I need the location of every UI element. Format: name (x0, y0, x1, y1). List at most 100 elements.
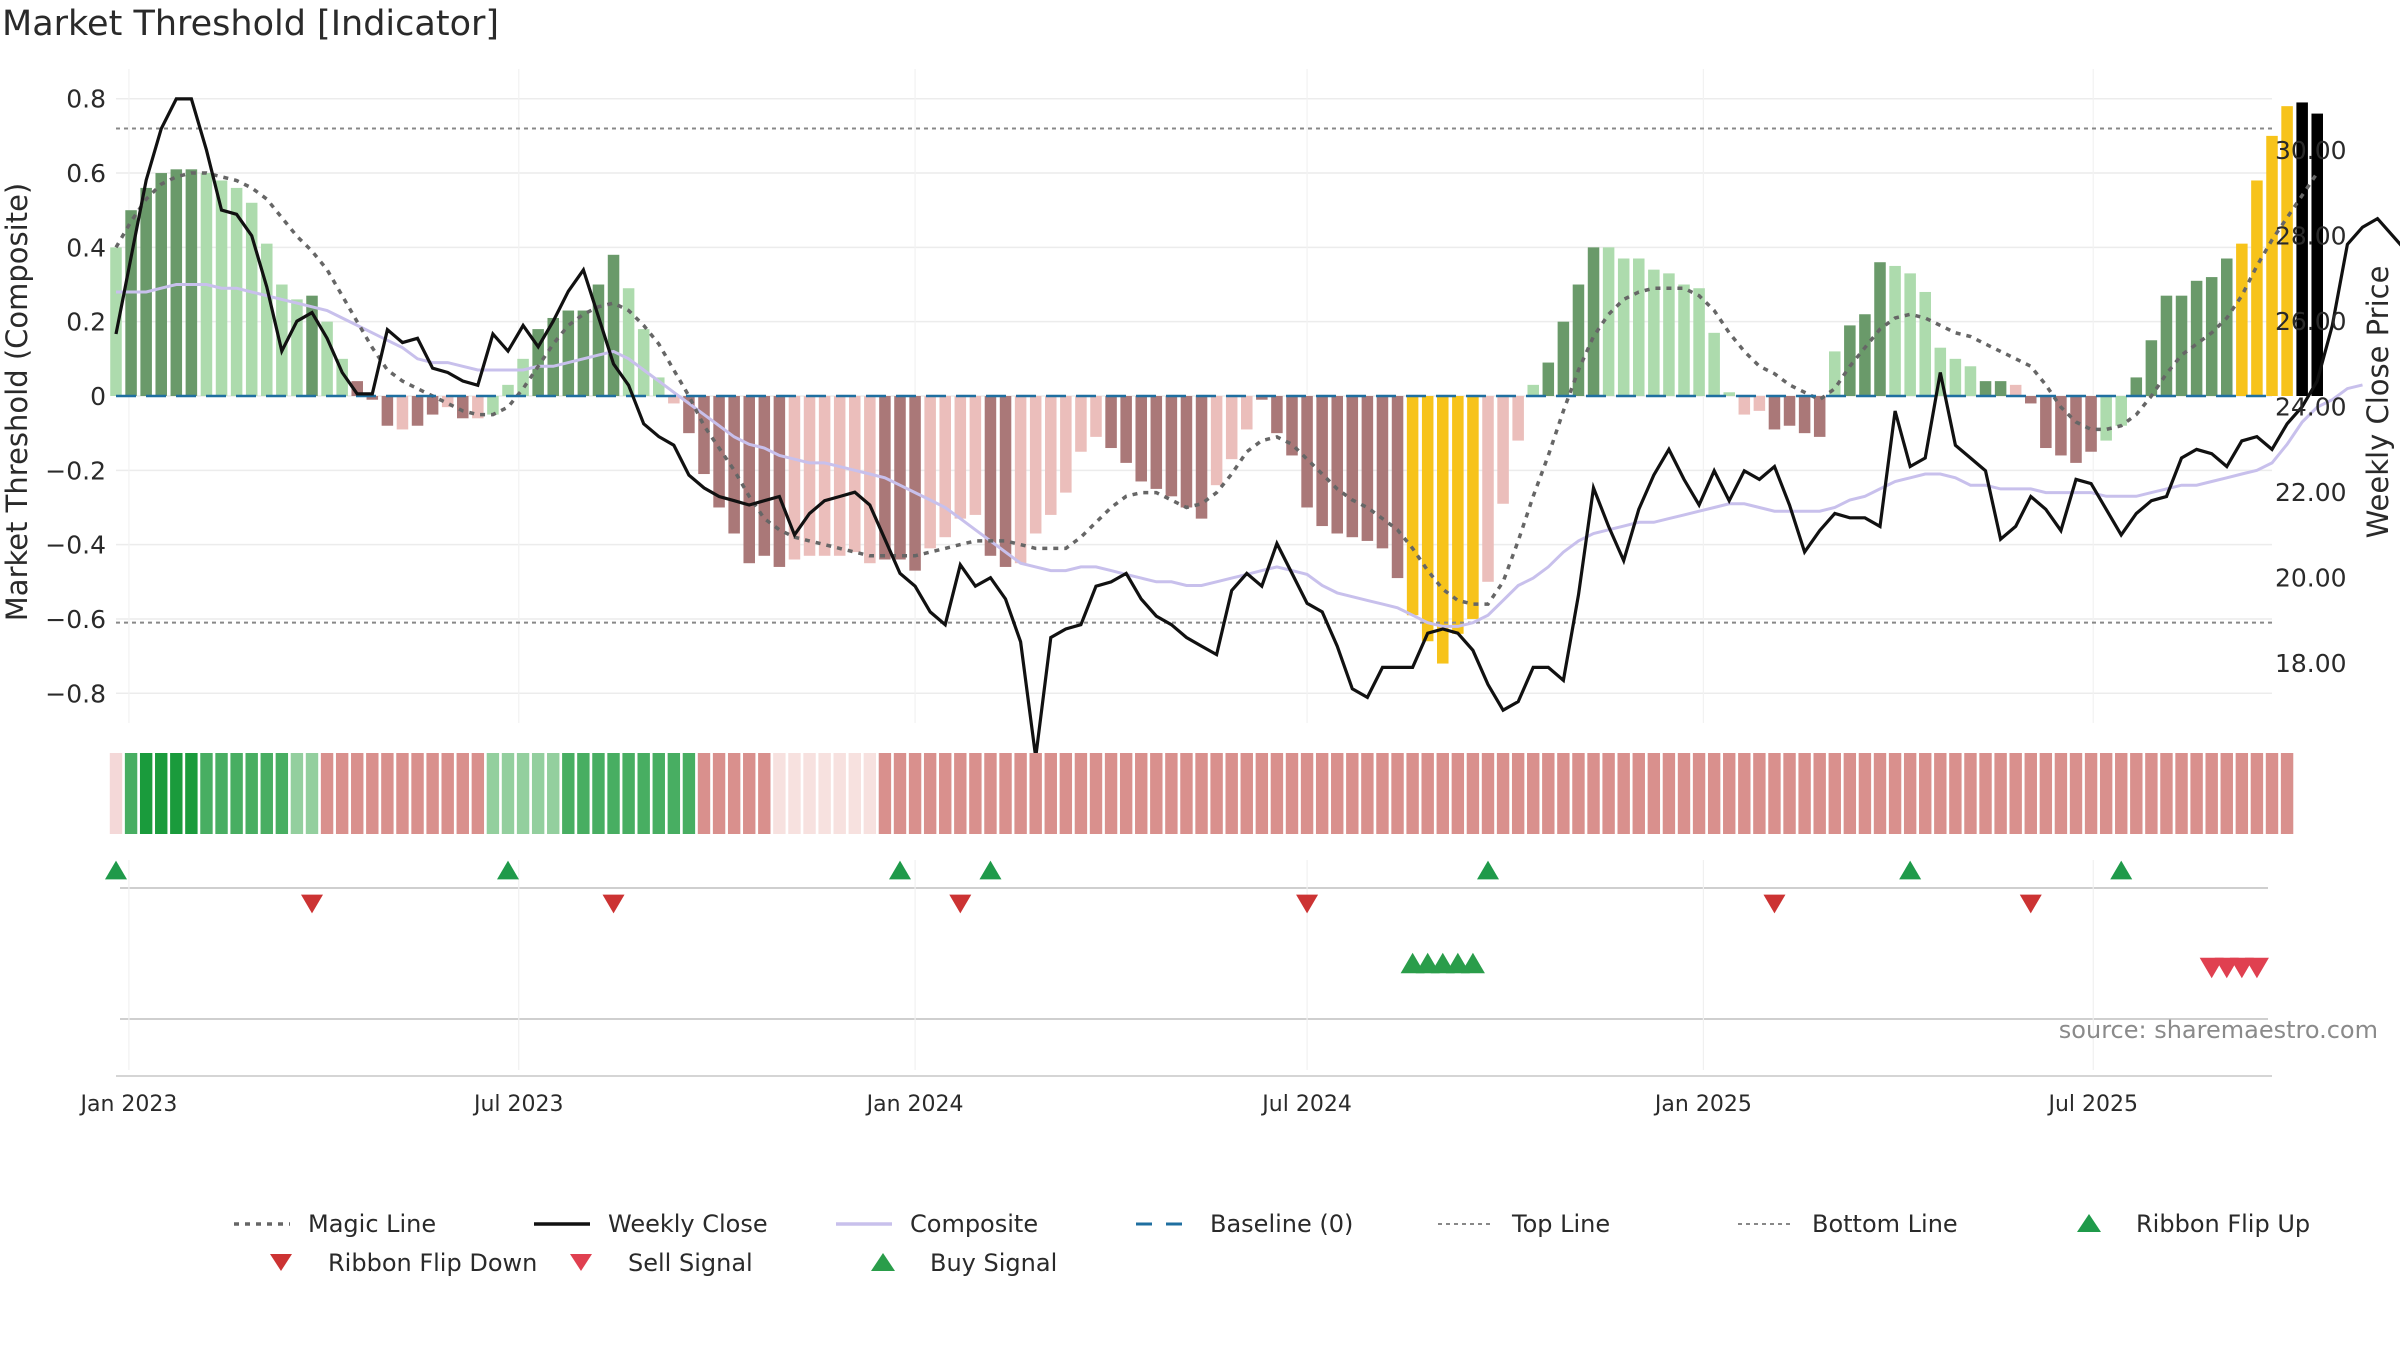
ribbon-cell (908, 753, 922, 834)
legend-label: Sell Signal (628, 1249, 753, 1277)
ribbon-flip-down-marker (301, 894, 323, 914)
weekly-close-line (114, 97, 2400, 758)
ribbon-cell (999, 753, 1012, 834)
ribbon-cell (923, 753, 937, 834)
buy-signal-marker (1445, 952, 1470, 974)
ribbon-cell (1617, 753, 1630, 834)
ribbon-cell (2009, 753, 2022, 834)
composite-bar (306, 295, 318, 396)
composite-bar (2130, 377, 2143, 396)
composite-bar (1633, 258, 1645, 396)
ribbon-cell (1029, 753, 1042, 834)
ribbon-flip-up-marker (979, 860, 1002, 880)
composite-bar (1572, 284, 1585, 396)
composite-bar (1120, 396, 1132, 463)
ribbon-cell (1828, 753, 1841, 834)
composite-bar (517, 358, 529, 396)
composite-bar (155, 173, 167, 396)
legend-swatch (570, 1254, 592, 1271)
legend-swatch (270, 1254, 292, 1271)
composite-bar (864, 396, 876, 564)
ribbon-cell (1979, 753, 1992, 834)
ribbon-cell (1361, 753, 1374, 834)
composite-bar (2070, 396, 2082, 463)
ribbon-cell (1346, 753, 1359, 834)
ribbon-cell (1964, 753, 1977, 834)
ribbon-cell (954, 753, 967, 834)
composite-bar (1376, 396, 1389, 549)
composite-bar (1844, 325, 1856, 396)
composite-bar (1738, 396, 1751, 415)
composite-bar (984, 396, 997, 556)
ribbon-cell (818, 753, 831, 834)
legend-label: Ribbon Flip Up (2136, 1210, 2310, 1238)
sell-signal-marker (2199, 957, 2224, 979)
left-tick-label: 0.4 (66, 233, 106, 262)
composite-bar (2085, 396, 2097, 452)
composite-bar (1467, 396, 1479, 619)
composite-bar (276, 284, 288, 396)
composite-bar (1406, 396, 1419, 616)
ribbon-cell (667, 753, 681, 834)
ribbon-cell (607, 753, 620, 834)
composite-bar (1994, 381, 2007, 396)
left-axis-title: Market Threshold (Composite) (0, 183, 34, 621)
ribbon-cell (833, 753, 846, 834)
composite-bar (381, 396, 394, 426)
composite-bar (713, 396, 725, 508)
magic-line (114, 171, 2319, 606)
composite-bar (1045, 396, 1057, 515)
legend-label: Ribbon Flip Down (328, 1249, 537, 1277)
legend-label: Weekly Close (608, 1210, 768, 1238)
right-tick-label: 24.00 (2275, 393, 2347, 422)
ribbon-cell (290, 753, 304, 834)
composite-bar (1542, 362, 1555, 396)
ribbon-cell (1331, 753, 1344, 834)
ribbon-flip-down-marker (2019, 894, 2042, 914)
composite-bar (1271, 396, 1283, 434)
ribbon-cell (1949, 753, 1962, 834)
x-tick-label: Jan 2025 (1653, 1092, 1752, 1117)
legend-label: Composite (910, 1210, 1038, 1238)
ribbon-cell (1753, 753, 1766, 834)
composite-bar (351, 381, 363, 396)
composite-bar (2175, 295, 2188, 396)
composite-bar (1029, 396, 1042, 534)
ribbon-cell (2115, 753, 2128, 834)
ribbon-cell (170, 753, 183, 834)
ribbon-cell (1119, 753, 1133, 834)
ribbon-cell (1858, 753, 1872, 834)
ribbon-cell (1602, 753, 1615, 834)
composite-bar (698, 396, 710, 475)
ribbon-cell (1647, 753, 1661, 834)
ribbon-cell (1104, 753, 1118, 834)
ribbon-cell (2280, 753, 2294, 834)
composite-bar (1587, 247, 1600, 396)
ribbon-flip-down-marker (949, 894, 972, 914)
composite-bar (2281, 106, 2293, 396)
composite-bar (1210, 396, 1223, 486)
ribbon-cell (1466, 753, 1480, 834)
ribbon-cell (200, 753, 213, 834)
composite-bar (1241, 396, 1253, 430)
legend-item: Ribbon Flip Down (270, 1249, 537, 1277)
ribbon-cell (2220, 753, 2233, 834)
ribbon-cell (577, 753, 590, 834)
composite-bar (1753, 396, 1766, 411)
ribbon-cell (1481, 753, 1495, 834)
ribbon-cell (1315, 753, 1329, 834)
legend-item: Top Line (1438, 1210, 1610, 1238)
ribbon-cell (426, 753, 439, 834)
legend-item: Buy Signal (871, 1249, 1057, 1277)
composite-bar (2190, 280, 2203, 396)
ribbon-cell (773, 753, 786, 834)
composite-bar (1829, 351, 1841, 396)
right-tick-label: 30.00 (2275, 136, 2347, 165)
composite-bar (185, 169, 198, 396)
composite-line (116, 283, 2363, 628)
buy-signal-marker (1430, 952, 1455, 974)
ribbon-cell (1542, 753, 1555, 834)
ribbon-cell (1707, 753, 1721, 834)
ribbon-cell (1436, 753, 1449, 834)
composite-bar (1105, 396, 1117, 449)
